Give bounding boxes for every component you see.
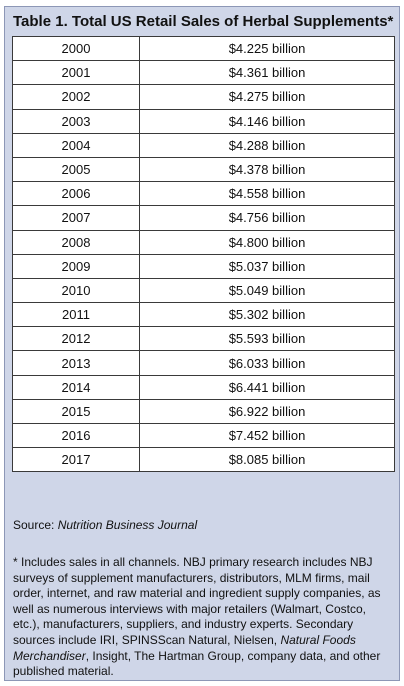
year-cell: 2011	[12, 302, 140, 328]
year-cell: 2016	[12, 422, 140, 449]
footnote-text-1: * Includes sales in all channels. NBJ pr…	[13, 555, 381, 647]
table-row: 2016 $7.452 billion	[12, 422, 395, 449]
sales-value-cell: $6.033 billion	[139, 350, 395, 376]
table-row: 2009 $5.037 billion	[12, 253, 395, 279]
year-cell: 2007	[12, 205, 140, 231]
sales-value-cell: $8.085 billion	[139, 447, 395, 473]
table-row: 2012 $5.593 billion	[12, 326, 395, 352]
year-cell: 2014	[12, 374, 140, 400]
sales-value-cell: $5.049 billion	[139, 277, 395, 304]
source-line: Source: Nutrition Business Journal	[13, 518, 197, 532]
table-row: 2014 $6.441 billion	[12, 374, 395, 400]
footnote-italic: Natural Foods Merchandiser	[13, 632, 356, 663]
table-row: 2002 $4.275 billion	[12, 84, 395, 110]
table-title: Table 1. Total US Retail Sales of Herbal…	[13, 13, 394, 30]
sales-value-cell: $5.037 billion	[139, 253, 395, 279]
year-cell: 2001	[12, 60, 140, 86]
table-row: 2013 $6.033 billion	[12, 350, 395, 376]
table-row: 2011 $5.302 billion	[12, 302, 395, 328]
table-row: 2017 $8.085 billion	[12, 447, 395, 473]
source-name: Nutrition Business Journal	[57, 518, 198, 532]
table-row: 2008 $4.800 billion	[12, 229, 395, 255]
sales-value-cell: $5.593 billion	[139, 326, 395, 352]
sales-value-cell: $4.288 billion	[139, 132, 395, 158]
sales-value-cell: $4.275 billion	[139, 84, 395, 110]
sales-value-cell: $4.378 billion	[139, 156, 395, 183]
year-cell: 2003	[12, 108, 140, 134]
table-row: 2006 $4.558 billion	[12, 181, 395, 207]
sales-value-cell: $4.756 billion	[139, 205, 395, 231]
table-row: 2003 $4.146 billion	[12, 108, 395, 134]
table-panel: Table 1. Total US Retail Sales of Herbal…	[4, 6, 400, 681]
year-cell: 2017	[12, 447, 140, 473]
year-cell: 2008	[12, 229, 140, 255]
sales-table-body: 2000 $4.225 billion 2001 $4.361 billion 2002…	[12, 35, 395, 473]
table-row: 2015 $6.922 billion	[12, 398, 395, 425]
table-row: 2005 $4.378 billion	[12, 156, 395, 183]
year-cell: 2005	[12, 156, 140, 183]
year-cell: 2010	[12, 277, 140, 304]
table-row: 2010 $5.049 billion	[12, 277, 395, 304]
table-row: 2000 $4.225 billion	[12, 35, 395, 62]
year-cell: 2009	[12, 253, 140, 279]
year-cell: 2012	[12, 326, 140, 352]
sales-value-cell: $4.558 billion	[139, 181, 395, 207]
year-cell: 2013	[12, 350, 140, 376]
source-label: Source:	[13, 518, 58, 532]
sales-value-cell: $6.922 billion	[139, 398, 395, 425]
table-row: 2001 $4.361 billion	[12, 60, 395, 86]
year-cell: 2002	[12, 84, 140, 110]
sales-value-cell: $5.302 billion	[139, 302, 395, 328]
sales-value-cell: $4.146 billion	[139, 108, 395, 134]
sales-value-cell: $4.225 billion	[139, 35, 395, 62]
table-row: 2004 $4.288 billion	[12, 132, 395, 158]
year-cell: 2000	[12, 35, 140, 62]
footnote: * Includes sales in all channels. NBJ pr…	[13, 555, 393, 680]
sales-table: 2000 $4.225 billion 2001 $4.361 billion 2002…	[12, 35, 395, 473]
year-cell: 2006	[12, 181, 140, 207]
year-cell: 2015	[12, 398, 140, 425]
sales-value-cell: $4.361 billion	[139, 60, 395, 86]
year-cell: 2004	[12, 132, 140, 158]
sales-value-cell: $6.441 billion	[139, 374, 395, 400]
table-row: 2007 $4.756 billion	[12, 205, 395, 231]
sales-value-cell: $4.800 billion	[139, 229, 395, 255]
footnote-text-2: , Insight, The Hartman Group, company da…	[13, 648, 381, 679]
sales-value-cell: $7.452 billion	[139, 422, 395, 449]
